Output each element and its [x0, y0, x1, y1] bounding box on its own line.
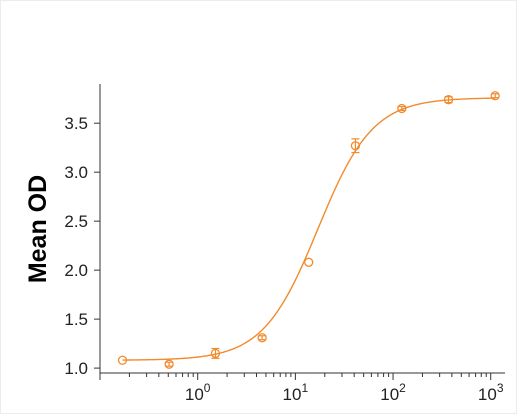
y-tick-label: 2.5	[64, 212, 88, 231]
point-marker	[350, 141, 361, 151]
x-tick-label: 103	[478, 381, 504, 404]
data-point	[164, 359, 174, 369]
data-points	[117, 91, 500, 369]
fit-curve	[122, 97, 496, 361]
data-point	[490, 91, 500, 101]
y-tick-label: 3.5	[64, 114, 88, 133]
data-point	[304, 257, 314, 267]
point-marker	[164, 359, 174, 369]
y-tick-label: 2.0	[64, 261, 88, 280]
point-marker	[117, 355, 128, 365]
y-axis-label: Mean OD	[24, 175, 52, 283]
x-tick-label: 100	[185, 381, 211, 404]
data-point	[257, 333, 267, 343]
data-point	[397, 103, 407, 114]
point-marker	[210, 348, 221, 359]
y-tick-label: 1.5	[64, 310, 88, 329]
data-point	[210, 347, 221, 359]
y-axis-ticks: 1.0 1.5 2.0 2.5 3.0 3.5	[64, 114, 100, 378]
y-tick-label: 1.0	[64, 359, 88, 378]
data-point	[350, 138, 361, 154]
point-marker	[397, 103, 407, 114]
data-point	[117, 355, 128, 365]
chart-axes	[99, 84, 505, 374]
point-marker	[304, 257, 314, 267]
x-tick-label: 102	[380, 381, 406, 404]
data-point	[443, 95, 454, 105]
x-axis-ticks: 100 101 102 103	[99, 373, 504, 404]
y-tick-label: 3.0	[64, 163, 88, 182]
point-marker	[490, 91, 500, 101]
point-marker	[443, 95, 454, 105]
point-marker	[257, 333, 267, 343]
x-tick-label: 101	[283, 381, 309, 404]
